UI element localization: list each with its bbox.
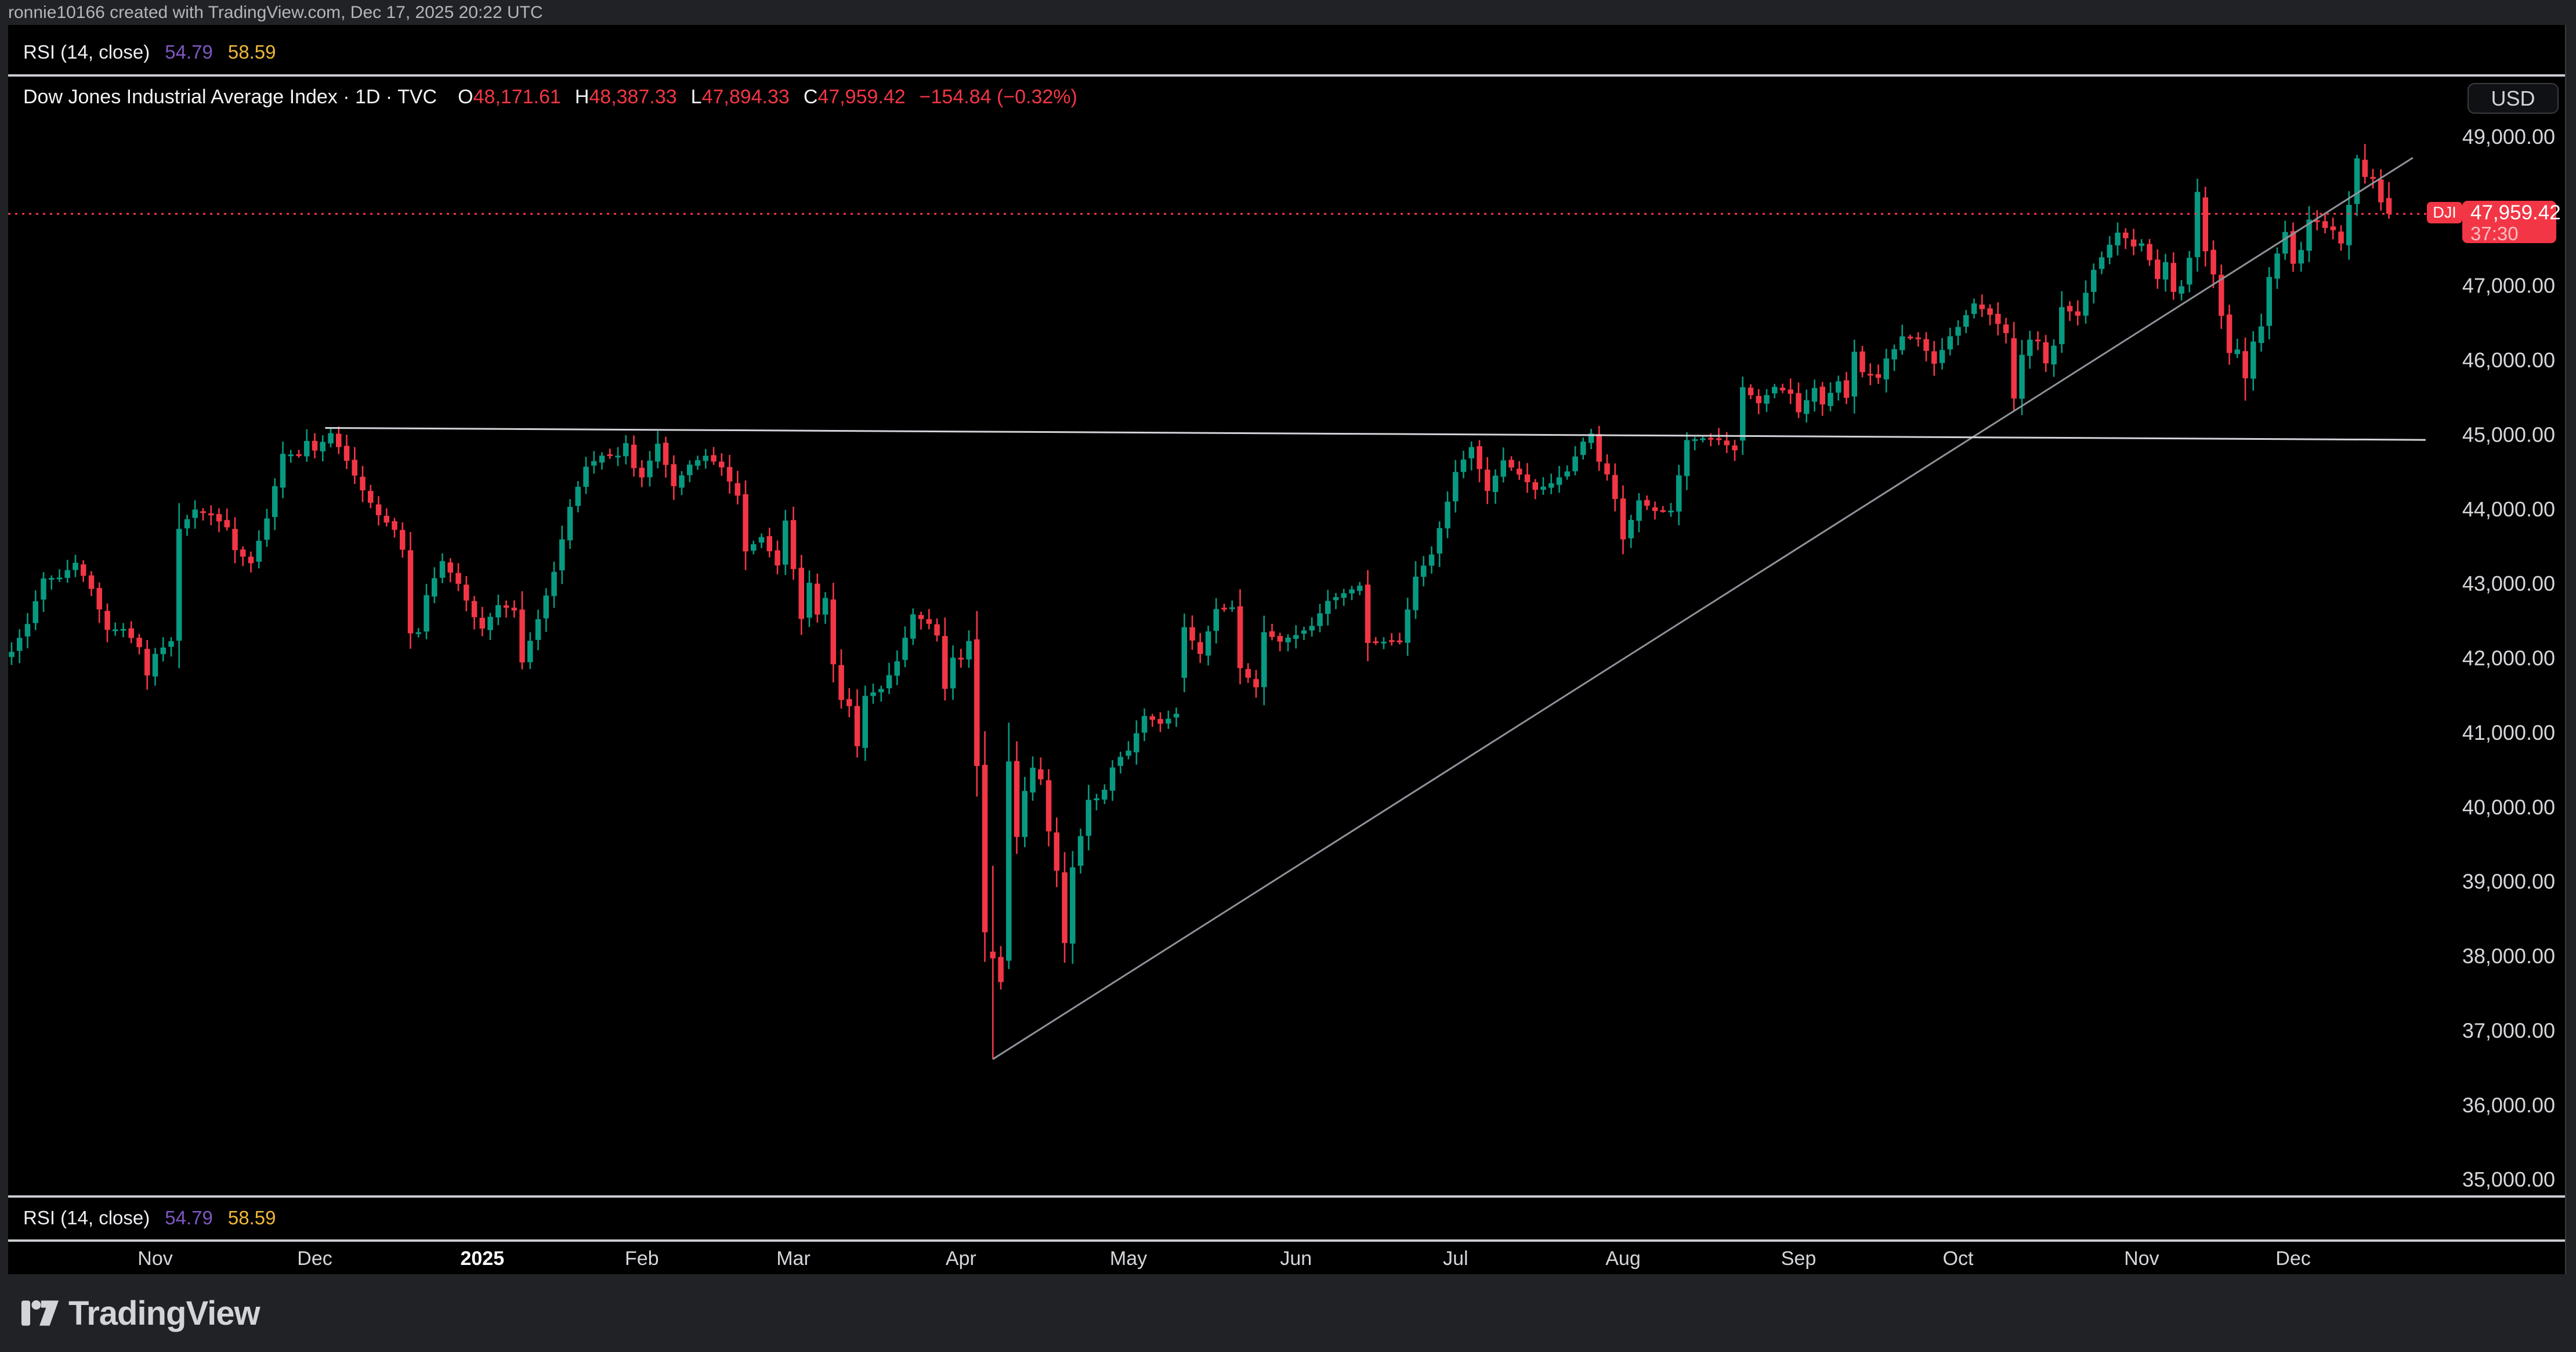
currency-button[interactable]: USD — [2468, 83, 2559, 114]
svg-text:43,000.00: 43,000.00 — [2462, 572, 2555, 595]
svg-text:Sep: Sep — [1781, 1248, 1817, 1270]
svg-text:41,000.00: 41,000.00 — [2462, 721, 2555, 744]
svg-text:37,000.00: 37,000.00 — [2462, 1018, 2555, 1042]
high-value: 48,387.33 — [589, 86, 677, 108]
svg-text:Apr: Apr — [946, 1248, 976, 1270]
svg-text:35,000.00: 35,000.00 — [2462, 1167, 2555, 1191]
pane-divider[interactable] — [8, 74, 2565, 77]
svg-text:Mar: Mar — [776, 1248, 811, 1270]
ohlc-values: O48,171.61 H48,387.33 L47,894.33 C47,959… — [458, 86, 1077, 109]
rsi-legend-bottom[interactable]: RSI (14, close) 54.79 58.59 — [23, 1207, 276, 1229]
footer-bar: TradingView — [0, 1274, 2576, 1352]
horizontal-resistance-line[interactable] — [325, 427, 2426, 441]
chart-area[interactable]: 49,000.0048,000.0047,000.0046,000.0045,0… — [8, 25, 2566, 1274]
tradingview-wordmark: TradingView — [68, 1294, 261, 1332]
svg-text:Dec: Dec — [2275, 1248, 2310, 1270]
ascending-support-line[interactable] — [992, 157, 2414, 1060]
svg-text:36,000.00: 36,000.00 — [2462, 1093, 2555, 1117]
symbol-price-badge: DJI — [2427, 202, 2462, 223]
svg-text:Dec: Dec — [297, 1248, 332, 1270]
close-value: 47,959.42 — [817, 86, 906, 108]
svg-text:Feb: Feb — [625, 1248, 659, 1270]
rsi-label: RSI (14, close) — [23, 1207, 150, 1228]
attribution-text: ronnie10166 created with TradingView.com… — [0, 0, 2576, 25]
svg-text:45,000.00: 45,000.00 — [2462, 422, 2555, 446]
svg-text:Nov: Nov — [2124, 1248, 2159, 1270]
svg-text:44,000.00: 44,000.00 — [2462, 497, 2555, 521]
svg-text:Oct: Oct — [1943, 1248, 1974, 1270]
time-scale[interactable]: Nov Dec 2025 Feb Mar Apr May Jun Jul Aug Sep Oct Nov… — [138, 1248, 2310, 1270]
price-scale[interactable]: 49,000.0048,000.0047,000.0046,000.0045,0… — [2462, 125, 2555, 1191]
rsi-ma-value: 58.59 — [227, 1207, 276, 1228]
svg-text:Jun: Jun — [1280, 1248, 1312, 1270]
high-label: H — [574, 86, 589, 108]
last-price-label: 47,959.42 37:30 — [2462, 201, 2561, 244]
tradingview-logo[interactable]: TradingView — [21, 1294, 261, 1333]
candles-up — [9, 154, 2360, 970]
svg-text:39,000.00: 39,000.00 — [2462, 870, 2555, 894]
close-label: C — [803, 86, 818, 108]
open-value: 48,171.61 — [473, 86, 561, 108]
low-label: L — [690, 86, 702, 108]
svg-text:Aug: Aug — [1605, 1248, 1641, 1270]
svg-text:49,000.00: 49,000.00 — [2462, 125, 2555, 149]
rsi-value: 54.79 — [165, 41, 213, 63]
svg-text:47,000.00: 47,000.00 — [2462, 274, 2555, 298]
candles-down — [81, 144, 2392, 1060]
tradingview-logo-icon — [21, 1300, 59, 1326]
change-value: −154.84 (−0.32%) — [919, 86, 1077, 108]
svg-text:Jul: Jul — [1443, 1248, 1468, 1270]
rsi-label: RSI (14, close) — [23, 41, 150, 63]
open-label: O — [458, 86, 473, 108]
svg-text:Nov: Nov — [138, 1248, 172, 1270]
svg-text:46,000.00: 46,000.00 — [2462, 348, 2555, 372]
pane-divider[interactable] — [8, 1239, 2565, 1242]
price-chart-canvas[interactable]: 49,000.0048,000.0047,000.0046,000.0045,0… — [8, 25, 2565, 1274]
svg-text:May: May — [1110, 1248, 1147, 1270]
symbol-title: Dow Jones Industrial Average Index · 1D … — [23, 86, 437, 108]
svg-text:40,000.00: 40,000.00 — [2462, 795, 2555, 819]
pane-divider[interactable] — [8, 1195, 2565, 1198]
low-value: 47,894.33 — [701, 86, 790, 108]
last-price-value: 47,959.42 — [2470, 201, 2561, 224]
svg-text:42,000.00: 42,000.00 — [2462, 646, 2555, 670]
bar-countdown: 37:30 — [2470, 223, 2519, 244]
rsi-value: 54.79 — [165, 1207, 213, 1228]
svg-text:2025: 2025 — [460, 1248, 504, 1270]
symbol-legend[interactable]: Dow Jones Industrial Average Index · 1D … — [23, 86, 1077, 109]
svg-text:38,000.00: 38,000.00 — [2462, 944, 2555, 968]
rsi-ma-value: 58.59 — [227, 41, 276, 63]
rsi-legend-top[interactable]: RSI (14, close) 54.79 58.59 — [23, 41, 276, 63]
